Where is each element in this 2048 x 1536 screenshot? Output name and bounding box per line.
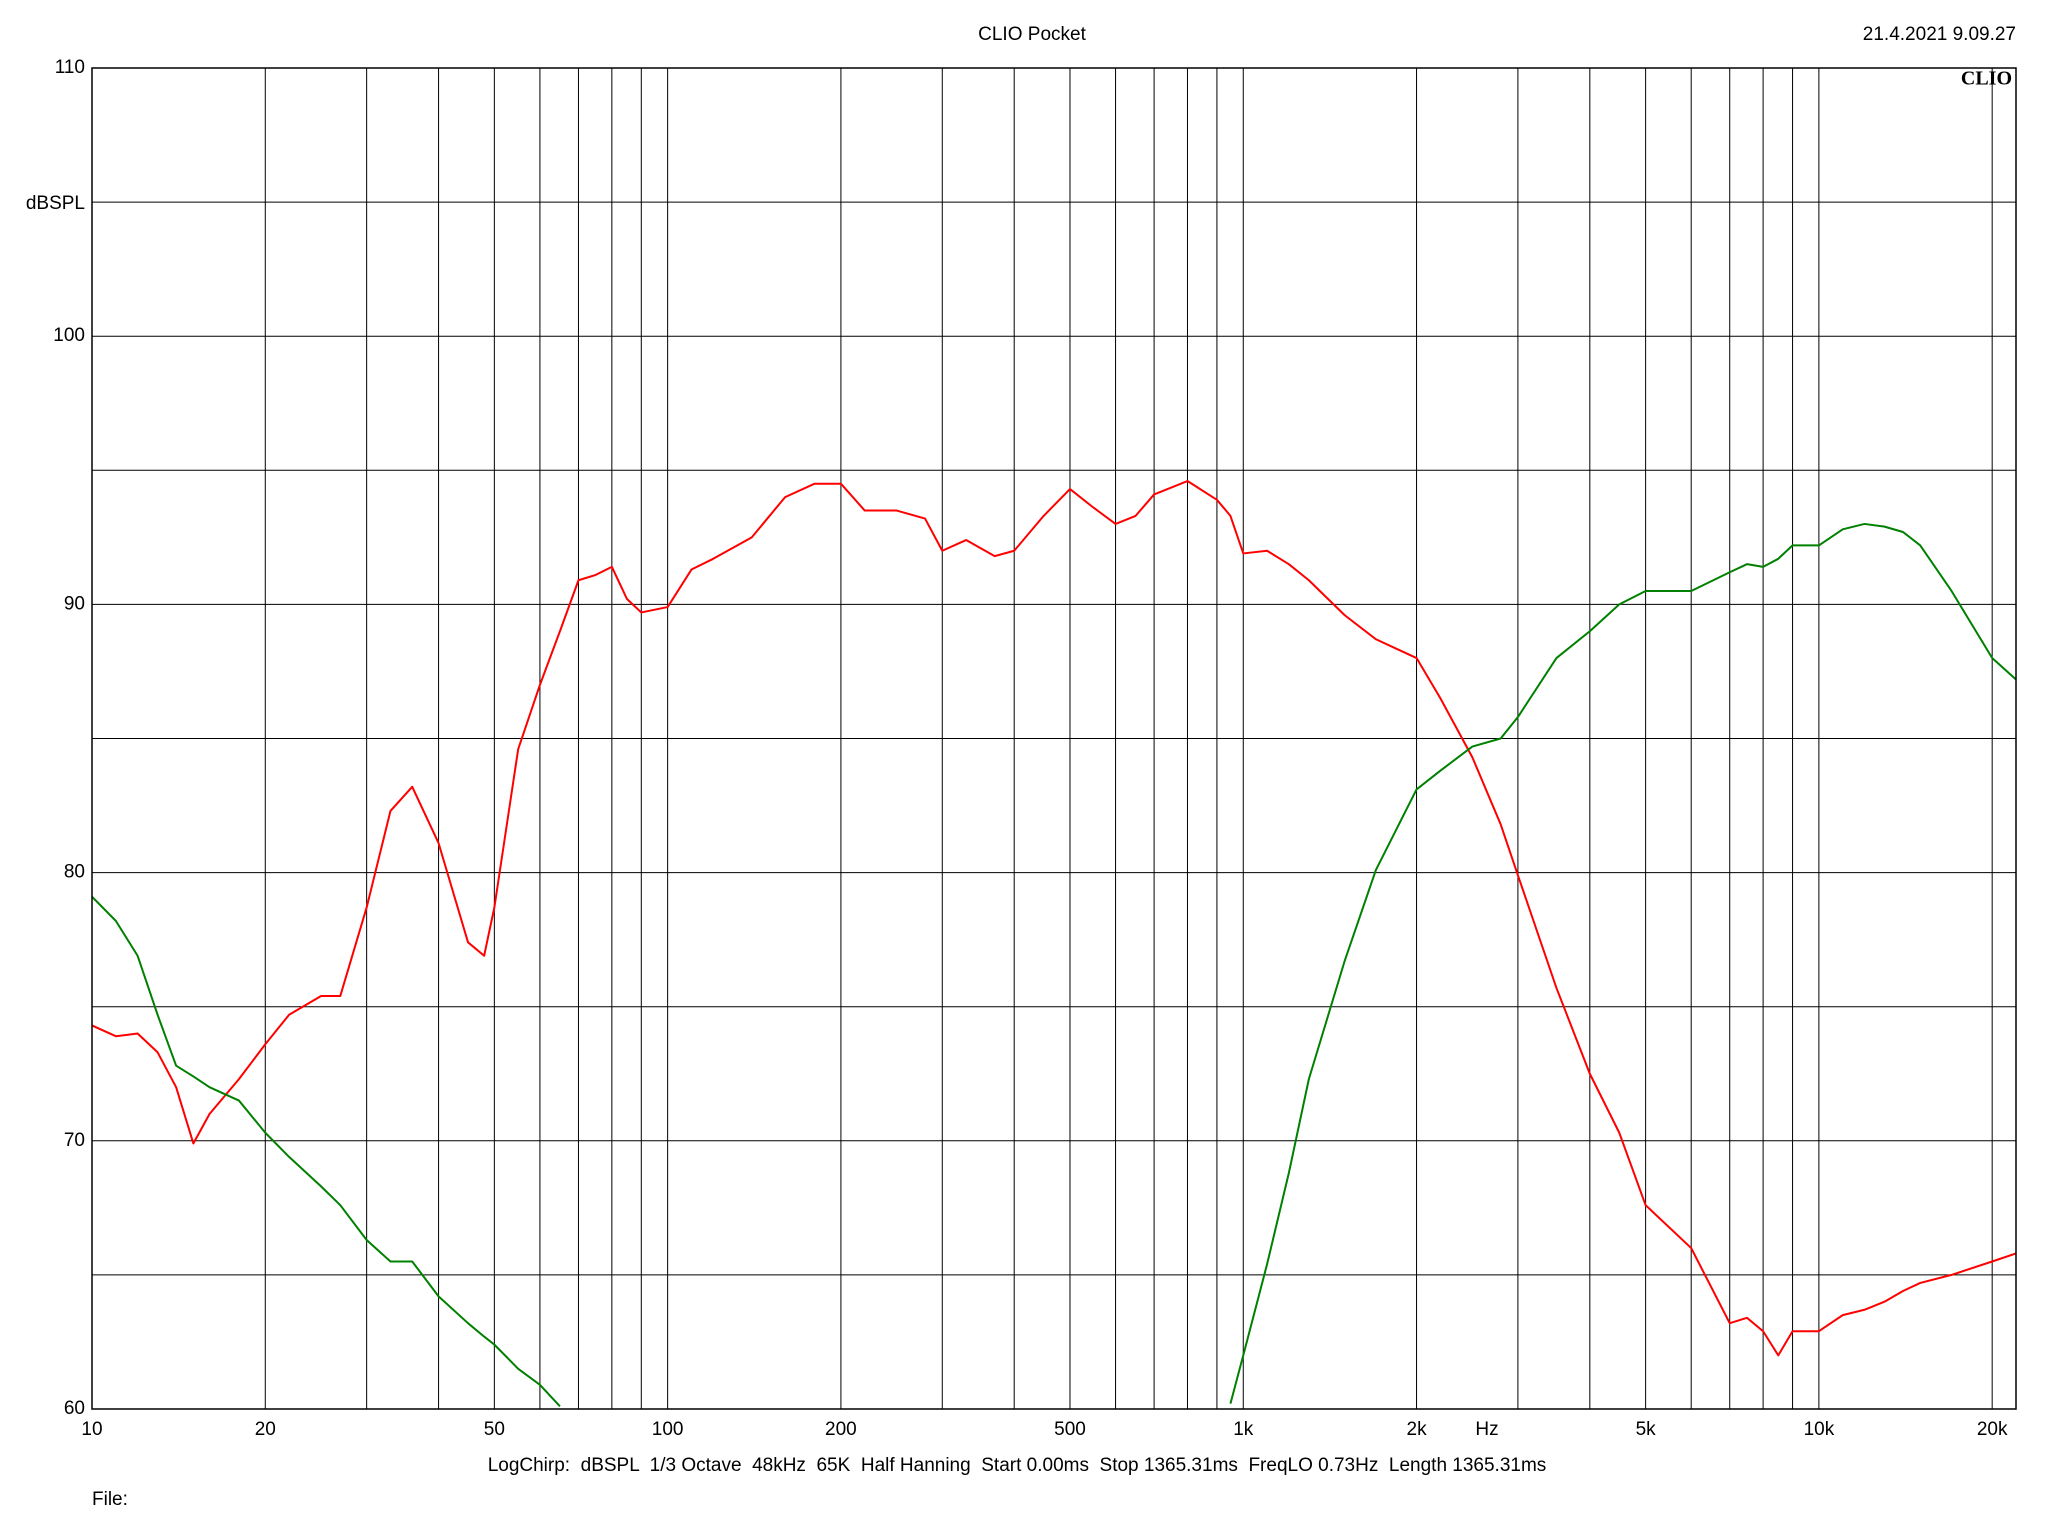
x-tick-label: 500	[1054, 1419, 1086, 1440]
footer: LogChirp: dBSPL 1/3 Octave 48kHz 65K Hal…	[488, 1455, 1547, 1476]
plot-frame	[91, 67, 2017, 1410]
x-tick-label: 2k	[1407, 1419, 1428, 1440]
file-label: File:	[92, 1489, 128, 1510]
x-axis-label: Hz	[1475, 1419, 1498, 1440]
chart-title: CLIO Pocket	[978, 24, 1086, 45]
y-tick-label: 60	[64, 1398, 85, 1419]
x-tick-label: 10k	[1804, 1419, 1835, 1440]
y-tick-label: 100	[53, 325, 85, 346]
grid	[91, 67, 2016, 1410]
x-tick-label: 50	[484, 1419, 505, 1440]
x-tick-label: 200	[825, 1419, 857, 1440]
plot-lines	[92, 480, 2016, 1408]
y-tick-label: 90	[64, 593, 85, 614]
x-tick-label: 20k	[1977, 1419, 2008, 1440]
x-tick-label: 100	[652, 1419, 684, 1440]
y-tick-label: 80	[64, 862, 85, 883]
x-tick-label: 1k	[1233, 1419, 1254, 1440]
y-tick-label: 110	[55, 57, 85, 78]
x-tick-label: 10	[81, 1419, 102, 1440]
logo: CLIO	[1961, 68, 2012, 90]
x-tick-label: 20	[255, 1419, 276, 1440]
series-line	[92, 480, 2016, 1357]
timestamp: 21.4.2021 9.09.27	[1863, 24, 2016, 45]
y-tick-label: 70	[64, 1130, 85, 1151]
y-axis-label: dBSPL	[26, 193, 85, 214]
x-tick-label: 5k	[1636, 1419, 1657, 1440]
series-line	[92, 522, 2016, 1408]
